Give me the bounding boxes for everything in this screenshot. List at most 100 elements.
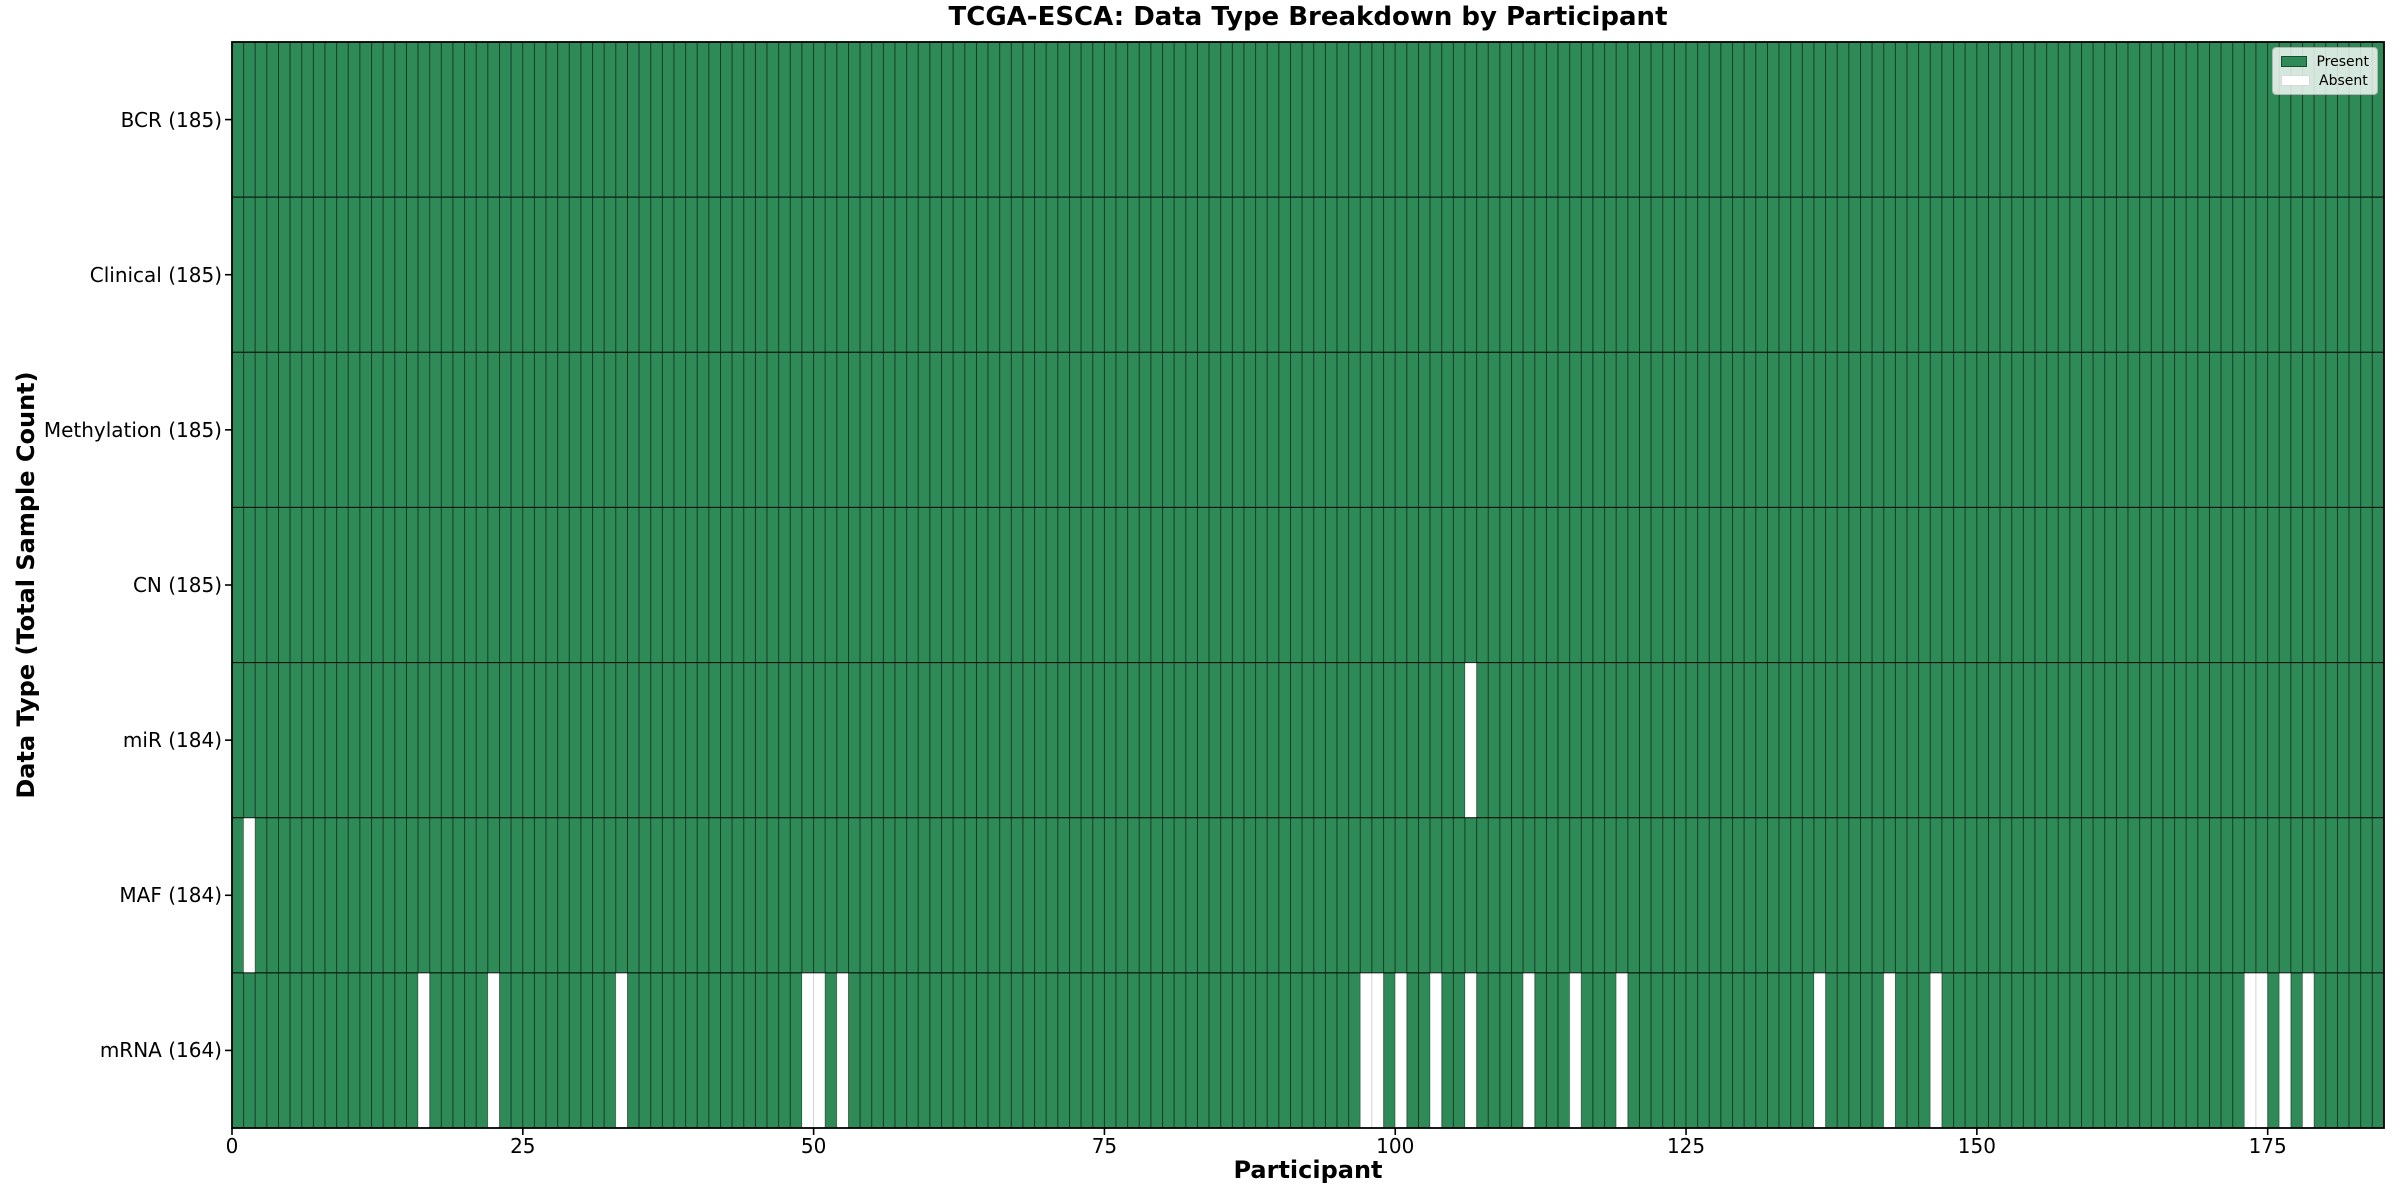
heatmap-cell-present xyxy=(1766,817,1780,974)
heatmap-cell-present xyxy=(673,351,687,508)
heatmap-cell-present xyxy=(929,972,943,1129)
heatmap-cell-present xyxy=(1034,506,1047,664)
heatmap-cell-present xyxy=(568,662,582,819)
heatmap-cell-present xyxy=(2092,41,2106,198)
heatmap-cell-present xyxy=(429,817,442,974)
heatmap-cell-present xyxy=(1499,41,1513,198)
heatmap-cell-present xyxy=(1138,817,1152,974)
heatmap-cell-present xyxy=(347,41,361,198)
y-tick-label: miR (184) xyxy=(122,728,222,753)
heatmap-cell-present xyxy=(685,506,698,664)
heatmap-cell-present xyxy=(394,662,407,819)
heatmap-cell-present xyxy=(696,972,710,1129)
heatmap-cell-present xyxy=(824,351,838,508)
heatmap-cell-present xyxy=(1196,972,1210,1129)
heatmap-cell-present xyxy=(289,506,303,664)
heatmap-cell-present xyxy=(452,196,466,353)
heatmap-cell-present xyxy=(1685,506,1699,664)
heatmap-cell-present xyxy=(2150,351,2164,508)
heatmap-cell-present xyxy=(405,196,419,353)
heatmap-cell-present xyxy=(440,506,454,664)
heatmap-cell-present xyxy=(1557,662,1571,819)
heatmap-cell-present xyxy=(1580,662,1594,819)
heatmap-cell-present xyxy=(661,41,675,198)
heatmap-cell-present xyxy=(627,506,640,664)
heatmap-cell-present xyxy=(1580,972,1594,1129)
heatmap-cell-present xyxy=(987,351,1001,508)
heatmap-cell-present xyxy=(417,817,431,974)
heatmap-cell-present xyxy=(1441,817,1454,974)
heatmap-cell-present xyxy=(1371,351,1385,508)
heatmap-cell-present xyxy=(1348,506,1361,664)
heatmap-cell-present xyxy=(2069,662,2083,819)
heatmap-cell-present xyxy=(766,817,780,974)
heatmap-cell-present xyxy=(1324,972,1338,1129)
heatmap-cell-present xyxy=(1499,196,1513,353)
heatmap-cell-present xyxy=(1964,817,1978,974)
heatmap-cell-present xyxy=(475,817,489,974)
heatmap-cell-present xyxy=(615,662,628,819)
heatmap-cell-present xyxy=(871,41,884,198)
heatmap-cell-present xyxy=(1243,972,1257,1129)
heatmap-cell-present xyxy=(382,41,396,198)
heatmap-cell-present xyxy=(2162,972,2176,1129)
y-axis-label: Data Type (Total Sample Count) xyxy=(12,371,40,799)
heatmap-cell-present xyxy=(1348,972,1361,1129)
heatmap-cell-present xyxy=(359,662,373,819)
heatmap-cell-present xyxy=(1755,41,1768,198)
heatmap-cell-present xyxy=(1929,351,1943,508)
heatmap-cell-present xyxy=(2081,351,2094,508)
x-tick-label: 175 xyxy=(2248,1134,2287,1158)
heatmap-cell-present xyxy=(1545,817,1559,974)
heatmap-cell-present xyxy=(1231,506,1245,664)
heatmap-cell-present xyxy=(1941,41,1955,198)
heatmap-cell-present xyxy=(1941,196,1955,353)
heatmap-cell-present xyxy=(1720,506,1734,664)
heatmap-cell-present xyxy=(813,662,826,819)
heatmap-cell-present xyxy=(1825,351,1838,508)
heatmap-cell-present xyxy=(254,817,268,974)
heatmap-cell-present xyxy=(801,351,815,508)
heatmap-cell-present xyxy=(1103,196,1117,353)
heatmap-cell-present xyxy=(1127,351,1140,508)
heatmap-cell-present xyxy=(929,41,943,198)
heatmap-cell-present xyxy=(1627,351,1641,508)
heatmap-cell-present xyxy=(1557,972,1571,1129)
heatmap-cell-present xyxy=(2232,196,2245,353)
heatmap-cell-present xyxy=(2011,41,2024,198)
heatmap-cell-present xyxy=(1894,506,1908,664)
heatmap-cell-present xyxy=(1988,972,2001,1129)
heatmap-cell-present xyxy=(545,41,559,198)
heatmap-cell-present xyxy=(1103,351,1117,508)
heatmap-cell-present xyxy=(801,41,815,198)
heatmap-cell-present xyxy=(429,506,442,664)
heatmap-cell-present xyxy=(754,196,768,353)
heatmap-cell-present xyxy=(2162,817,2176,974)
heatmap-cell-present xyxy=(231,506,245,664)
heatmap-cell-present xyxy=(1359,351,1373,508)
heatmap-cell-present xyxy=(1278,662,1292,819)
heatmap-cell-present xyxy=(2127,196,2141,353)
heatmap-cell-present xyxy=(499,972,512,1129)
heatmap-cell-present xyxy=(336,817,349,974)
heatmap-cell-present xyxy=(2046,972,2059,1129)
heatmap-cell-present xyxy=(1324,351,1338,508)
heatmap-cell-present xyxy=(324,506,338,664)
heatmap-cell-present xyxy=(685,662,698,819)
heatmap-cell-present xyxy=(941,351,954,508)
heatmap-cell-present xyxy=(2174,817,2187,974)
heatmap-cell-present xyxy=(1894,196,1908,353)
heatmap-cell-present xyxy=(1406,506,1420,664)
heatmap-cell-present xyxy=(1720,662,1734,819)
heatmap-cell-present xyxy=(254,41,268,198)
heatmap-cell-present xyxy=(1871,196,1885,353)
heatmap-cell-present xyxy=(2139,817,2152,974)
heatmap-cell-present xyxy=(894,41,908,198)
heatmap-cell-present xyxy=(1383,196,1396,353)
heatmap-cell-present xyxy=(2092,196,2106,353)
heatmap-cell-present xyxy=(336,351,349,508)
heatmap-cell-present xyxy=(2092,351,2106,508)
heatmap-cell-present xyxy=(1580,41,1594,198)
heatmap-cell-present xyxy=(289,817,303,974)
heatmap-cell-present xyxy=(1522,506,1536,664)
